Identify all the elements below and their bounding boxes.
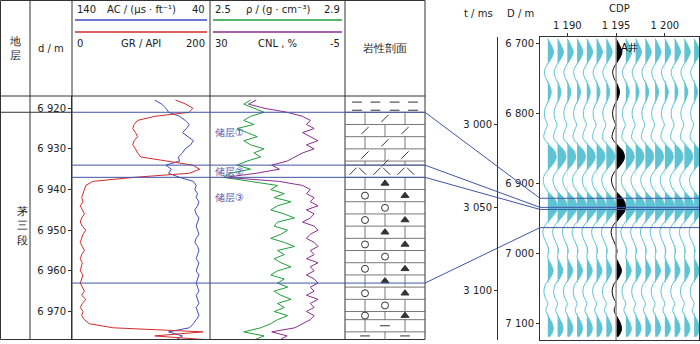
svg-text:1 200: 1 200: [651, 20, 680, 31]
svg-text:岩性剖面: 岩性剖面: [363, 42, 407, 55]
svg-text:1 195: 1 195: [602, 20, 631, 31]
svg-text:7 000: 7 000: [505, 248, 534, 259]
svg-text:1 190: 1 190: [553, 20, 582, 31]
svg-text:30: 30: [215, 38, 228, 49]
svg-text:7 100: 7 100: [505, 318, 534, 329]
svg-text:地层: 地层: [9, 35, 21, 62]
svg-text:6 700: 6 700: [505, 38, 534, 49]
svg-text:6 920: 6 920: [37, 103, 66, 114]
svg-text:茅三段: 茅三段: [17, 205, 28, 247]
svg-text:3 000: 3 000: [463, 119, 492, 130]
svg-text:CDP: CDP: [609, 3, 630, 14]
svg-text:储层①: 储层①: [215, 127, 244, 138]
svg-text:ρ / (g · cm⁻³): ρ / (g · cm⁻³): [246, 4, 310, 15]
svg-text:6 930: 6 930: [37, 143, 66, 154]
svg-text:6 900: 6 900: [505, 178, 534, 189]
svg-text:6 960: 6 960: [37, 265, 66, 276]
svg-text:AC / (μs · ft⁻¹): AC / (μs · ft⁻¹): [107, 4, 176, 15]
svg-text:6 800: 6 800: [505, 108, 534, 119]
svg-text:140: 140: [77, 4, 96, 15]
svg-text:200: 200: [186, 38, 205, 49]
svg-text:D / m: D / m: [507, 8, 534, 19]
svg-text:2.5: 2.5: [215, 4, 231, 15]
svg-text:6 950: 6 950: [37, 225, 66, 236]
svg-text:0: 0: [77, 38, 83, 49]
svg-text:t / ms: t / ms: [464, 8, 493, 19]
svg-text:储层③: 储层③: [215, 192, 244, 203]
svg-text:6 940: 6 940: [37, 184, 66, 195]
svg-text:40: 40: [192, 4, 205, 15]
svg-text:3 050: 3 050: [463, 202, 492, 213]
svg-text:2.9: 2.9: [324, 4, 340, 15]
svg-text:3 100: 3 100: [463, 285, 492, 296]
svg-text:储层②: 储层②: [215, 166, 244, 177]
svg-text:GR / API: GR / API: [121, 38, 161, 49]
svg-text:6 970: 6 970: [37, 306, 66, 317]
svg-text:d / m: d / m: [38, 43, 64, 54]
svg-text:A井: A井: [621, 42, 638, 53]
svg-text:CNL , %: CNL , %: [258, 38, 297, 49]
svg-text:-5: -5: [330, 38, 340, 49]
